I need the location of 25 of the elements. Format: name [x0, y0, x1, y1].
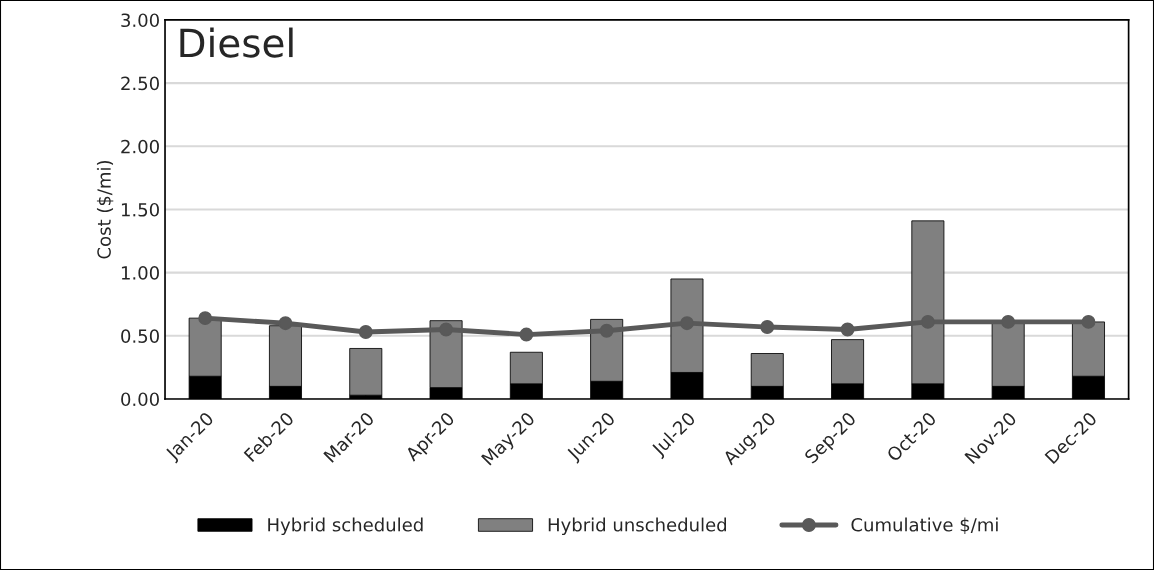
point [358, 325, 373, 339]
y-tick-label: 3.00 [121, 13, 159, 28]
y-tick-label: 2.50 [121, 76, 159, 91]
point [1001, 314, 1016, 329]
y-tick-label: 1.50 [121, 202, 159, 217]
point [920, 314, 935, 329]
y-tick-label: 1.00 [121, 266, 159, 280]
y-tick-label: 0.00 [121, 392, 159, 407]
y-tick-label: 2.00 [121, 139, 159, 154]
legend-label: Hybrid unscheduled [548, 517, 726, 536]
point [1081, 314, 1096, 329]
point [519, 327, 534, 342]
bar [349, 348, 383, 396]
point [439, 322, 454, 337]
y-tick-label: 0.50 [121, 329, 159, 343]
y-axis-title: Cost ($/mi) [96, 160, 114, 259]
legend-label: Hybrid scheduled [268, 517, 423, 536]
point [198, 311, 213, 326]
legend-label: Cumulative $/mi [851, 517, 998, 534]
point [840, 322, 855, 337]
point [760, 320, 775, 334]
point [680, 316, 694, 331]
point [278, 316, 293, 331]
chart-title: Diesel [180, 27, 293, 58]
point [599, 323, 614, 338]
